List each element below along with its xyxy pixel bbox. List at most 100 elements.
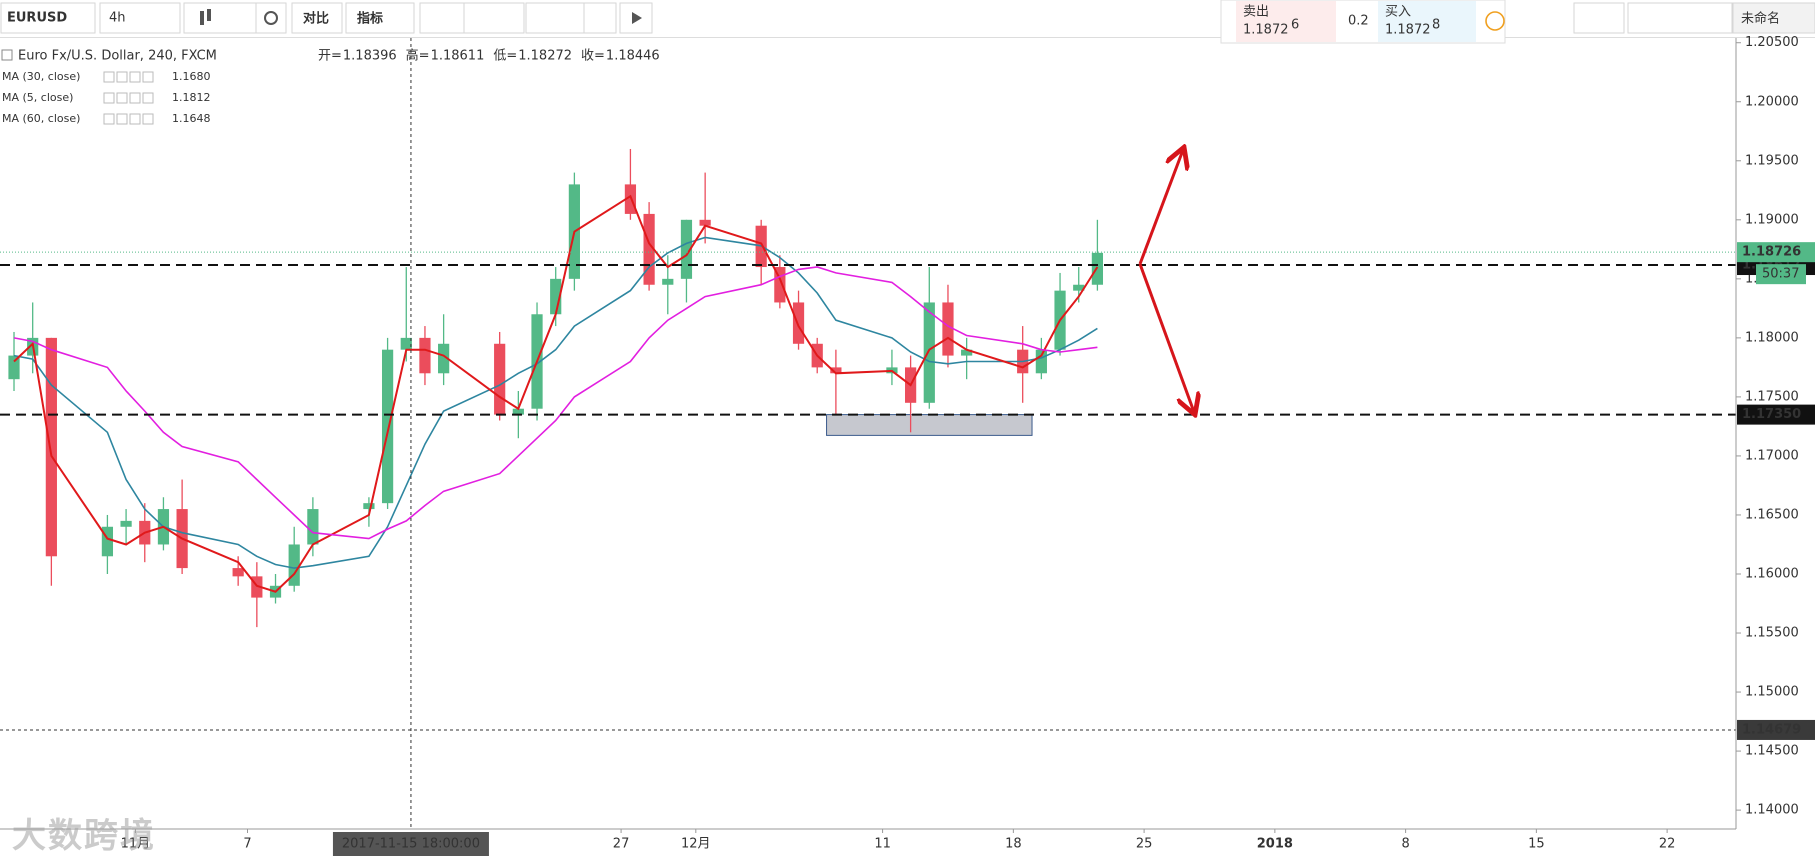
candle-body	[961, 349, 973, 356]
sell-label[interactable]: 卖出	[1243, 5, 1269, 20]
ma-line	[13, 236, 1098, 569]
undo-redo-box[interactable]	[525, 2, 585, 34]
chart-title: Euro Fx/U.S. Dollar, 240, FXCM	[18, 49, 217, 64]
up-arrow	[1138, 150, 1183, 265]
buy-box[interactable]	[1378, 1, 1476, 42]
layout-name[interactable]: 未命名	[1741, 11, 1780, 27]
indicators[interactable]: 指标	[357, 11, 383, 27]
ma-line	[13, 266, 1098, 540]
candle-body	[363, 503, 375, 510]
ma-button[interactable]	[142, 71, 154, 83]
legend: Euro Fx/U.S. Dollar, 240, FXCM 开= 1.18396…	[1, 48, 660, 125]
ma-button[interactable]	[142, 92, 154, 104]
candle-body	[643, 213, 655, 285]
interval[interactable]: 4h	[109, 11, 126, 26]
ohlc-name: 开=	[318, 49, 342, 64]
ma-button[interactable]	[116, 113, 128, 125]
y-tick-label: 1.18000	[1745, 330, 1799, 345]
spread: 0.2	[1348, 14, 1369, 29]
x-tick-label: 2018	[1257, 837, 1293, 852]
ohlc-value: 1.18272	[518, 49, 572, 64]
ma-button[interactable]	[103, 92, 115, 104]
ma-button[interactable]	[129, 113, 141, 125]
symbol-box[interactable]	[0, 2, 96, 34]
y-tick-label: 1.15000	[1745, 685, 1799, 700]
x-tick-label: 25	[1136, 837, 1153, 852]
candle-body	[288, 544, 300, 586]
candle-body	[494, 343, 506, 415]
ma-button[interactable]	[103, 71, 115, 83]
x-tick-label: 15	[1528, 837, 1545, 852]
indicators-box[interactable]	[345, 2, 415, 34]
sell-price[interactable]: 1.1872	[1243, 23, 1289, 38]
cloud-box[interactable]	[1627, 2, 1733, 34]
toolbar: EURUSD 4h 对比 指标 卖出 1.1872 6 0.2 买入 1.187…	[0, 0, 1815, 44]
info-icon[interactable]	[1485, 11, 1505, 31]
ma-button[interactable]	[129, 71, 141, 83]
y-tick-label: 1.17000	[1745, 448, 1799, 463]
ma-value: 1.1812	[172, 91, 211, 104]
x-tick-label: 11月	[121, 837, 151, 852]
x-tick-label: 11	[874, 837, 891, 852]
ma-name: MA (30, close)	[2, 70, 80, 83]
candle-body	[624, 184, 637, 214]
y-tick-label: 1.14500	[1745, 744, 1799, 759]
ma-button[interactable]	[103, 113, 115, 125]
drawing-box[interactable]	[1573, 2, 1625, 34]
ma-button[interactable]	[116, 92, 128, 104]
ma-button[interactable]	[129, 92, 141, 104]
buy-price[interactable]: 1.1872	[1385, 23, 1431, 38]
ma-button[interactable]	[142, 113, 154, 125]
candle-body	[699, 219, 711, 226]
candle-body	[381, 349, 394, 504]
ohlc-name: 低=	[493, 49, 517, 64]
fullscreen-box[interactable]	[583, 2, 617, 34]
candle-body	[1073, 284, 1085, 291]
sell-box[interactable]	[1236, 1, 1336, 42]
support-zone	[826, 414, 1033, 436]
buy-pip[interactable]: 8	[1432, 18, 1440, 33]
ma-value: 1.1680	[172, 70, 211, 83]
ma-line	[13, 194, 1099, 593]
idea-box[interactable]	[463, 2, 525, 34]
sell-pip[interactable]: 6	[1291, 18, 1299, 33]
plot-area	[0, 38, 1736, 829]
play-icon	[632, 12, 642, 24]
candle-body	[400, 337, 412, 350]
countdown: 50:37	[1762, 267, 1799, 282]
interval-box[interactable]	[99, 2, 181, 34]
symbol[interactable]: EURUSD	[7, 11, 67, 26]
candle-body	[1035, 349, 1047, 374]
candle-body	[942, 302, 954, 356]
candle-body	[232, 568, 244, 577]
y-tick-label: 1.14000	[1745, 803, 1799, 818]
ohlc-name: 高=	[406, 48, 430, 64]
candle-body	[512, 408, 524, 415]
crosshair-time: 2017-11-15 18:00:00	[342, 837, 480, 852]
candle-body	[45, 337, 57, 557]
buy-label[interactable]: 买入	[1385, 5, 1411, 20]
candle-icon	[207, 9, 211, 21]
compare[interactable]: 对比	[303, 11, 329, 27]
candle-body	[120, 520, 132, 527]
collapse-icon[interactable]	[1, 49, 13, 61]
x-tick-label: 7	[243, 837, 251, 852]
ohlc-value: 1.18396	[343, 49, 397, 64]
ma-name: MA (5, close)	[2, 91, 73, 104]
candle-body	[419, 337, 431, 374]
candle-body	[8, 355, 20, 380]
ma-button[interactable]	[116, 71, 128, 83]
x-tick-label: 8	[1401, 837, 1409, 852]
candle-body	[774, 267, 786, 303]
layout-box[interactable]	[1732, 2, 1815, 34]
candle-body	[923, 302, 935, 403]
candle-body	[251, 576, 263, 598]
x-tick-label: 22	[1659, 837, 1676, 852]
y-tick-label: 1.16500	[1745, 507, 1799, 522]
candle-body	[792, 302, 805, 344]
candle-body	[662, 278, 674, 285]
settings-box[interactable]	[255, 2, 287, 34]
y-tick-label: 1.17500	[1745, 389, 1799, 404]
compare-box[interactable]	[291, 2, 343, 34]
